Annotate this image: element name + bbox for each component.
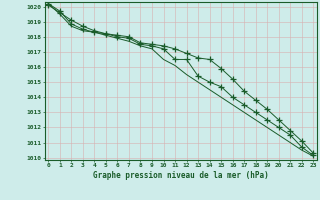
X-axis label: Graphe pression niveau de la mer (hPa): Graphe pression niveau de la mer (hPa) — [93, 171, 269, 180]
